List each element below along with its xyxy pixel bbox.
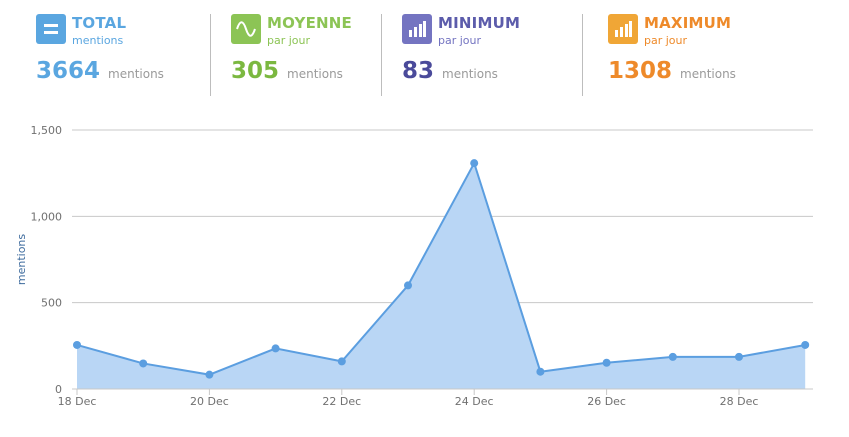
x-tick-label: 24 Dec [455, 395, 494, 408]
stat-number: 3664 [36, 58, 101, 84]
data-point [602, 358, 611, 367]
stat-title: MOYENNE [267, 14, 353, 32]
stat-value: 83 mentions [402, 58, 498, 84]
y-tick-label: 1,500 [31, 124, 63, 137]
data-point [801, 340, 810, 349]
stat-unit: mentions [442, 67, 498, 81]
equals-icon [36, 14, 66, 44]
stat-number: 305 [231, 58, 280, 84]
data-point [271, 344, 280, 353]
data-point [139, 359, 148, 368]
stat-unit: mentions [108, 67, 164, 81]
stat-subtitle: mentions [72, 34, 124, 47]
stat-subtitle: par jour [267, 34, 311, 47]
y-tick-label: 1,000 [31, 210, 63, 223]
data-point [536, 367, 545, 376]
data-point [205, 370, 214, 379]
data-point [337, 357, 346, 366]
y-tick-label: 500 [41, 297, 62, 310]
stat-title: TOTAL [72, 14, 127, 32]
stat-unit: mentions [287, 67, 343, 81]
stat-total: TOTAL mentions 3664 mentions [36, 14, 196, 96]
divider [582, 14, 583, 96]
stat-average: MOYENNE par jour 305 mentions [231, 14, 371, 96]
mentions-area-chart: 0 500 1,000 1,500 mentions 18 Dec 20 Dec 22 Dec… [15, 124, 813, 408]
x-tick-label: 22 Dec [322, 395, 361, 408]
bars-up-icon [608, 14, 638, 44]
data-point [73, 340, 81, 349]
x-tick-label: 18 Dec [58, 395, 97, 408]
stat-minimum: MINIMUM par jour 83 mentions [402, 14, 562, 96]
stat-title: MAXIMUM [644, 14, 732, 32]
stat-number: 83 [402, 58, 435, 84]
x-tick-label: 20 Dec [190, 395, 229, 408]
data-point [404, 281, 412, 290]
data-point [735, 352, 743, 361]
data-point [668, 352, 677, 361]
series-line [76, 160, 806, 376]
stat-title: MINIMUM [438, 14, 521, 32]
stat-value: 1308 mentions [608, 58, 736, 84]
x-tick-label: 28 Dec [720, 395, 759, 408]
stat-subtitle: par jour [438, 34, 482, 47]
x-tick-label: 26 Dec [587, 395, 626, 408]
stat-subtitle: par jour [644, 34, 688, 47]
bars-up-icon [402, 14, 432, 44]
wave-icon [231, 14, 261, 44]
stats-bar: TOTAL mentions 3664 mentions MOYENNE par … [0, 0, 849, 110]
stat-maximum: MAXIMUM par jour 1308 mentions [608, 14, 808, 96]
divider [381, 14, 382, 96]
y-tick-label: 0 [55, 383, 62, 396]
stat-value: 3664 mentions [36, 58, 164, 84]
area-fill [77, 163, 806, 389]
y-axis-label: mentions [15, 234, 28, 286]
stat-number: 1308 [608, 58, 673, 84]
divider [210, 14, 211, 96]
data-point [470, 159, 479, 168]
stat-value: 305 mentions [231, 58, 343, 84]
stat-unit: mentions [680, 67, 736, 81]
